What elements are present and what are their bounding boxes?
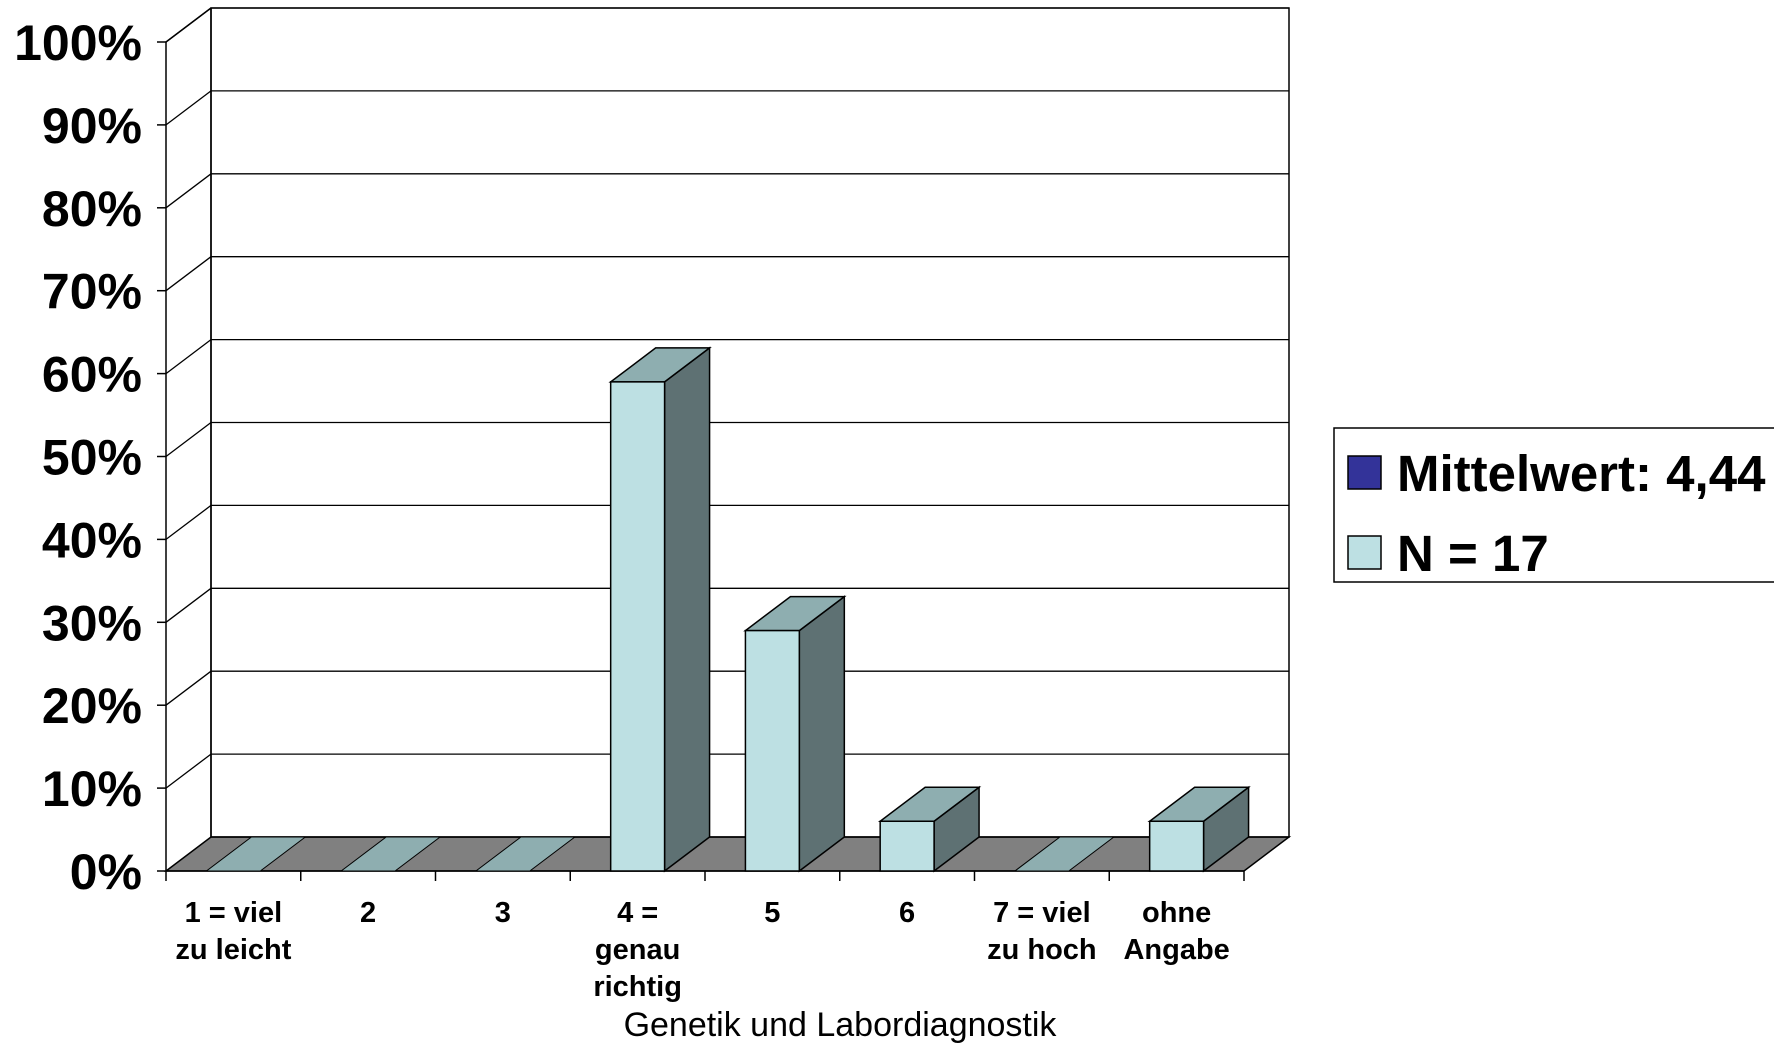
x-tick-label-line: zu hoch [987,934,1097,966]
gridlines-layer [165,7,1290,838]
legend-swatch [1347,535,1382,570]
y-tick-label: 40% [42,512,142,568]
x-tick-label-line: zu leicht [175,934,291,966]
x-tick-label-line: ohne [1142,897,1211,929]
legend-swatch [1347,455,1382,490]
gridline-side [165,504,212,540]
x-tick-label-line: 3 [495,897,511,929]
gridline-side [165,421,212,458]
chart-floor-layer [163,836,1292,872]
y-tick-label: 30% [42,595,142,651]
bar-1 [204,836,307,872]
x-tick-label: 6 [899,897,915,929]
legend-label: N = 17 [1397,525,1549,582]
y-tick-label: 20% [42,678,142,734]
x-tick-label: 2 [360,897,376,929]
y-tick-label: 100% [14,15,142,71]
bar-side [663,346,711,873]
gridline-side [165,173,212,209]
gridline-side [165,90,212,126]
bar-8 [1147,785,1251,873]
y-tick-labels: 0% 10% 20% 30% 40% 50% 60% 70% 80% 90% 100% [14,15,142,900]
x-tick-label: 3 [495,897,511,929]
bar-floor-mark [339,836,442,872]
x-tick-label: 4 = genau richtig [593,897,682,1003]
x-tick-label: 7 = viel zu hoch [987,897,1097,966]
bar-floor-mark [474,836,577,872]
legend-box [1333,427,1774,583]
x-tick-label-line: 1 = viel [185,897,283,929]
bars-layer [204,346,1251,873]
legend: Mittelwert: 4,44 N = 17 [1333,427,1774,583]
x-tick-label-line: Angabe [1123,934,1229,966]
y-tick-label: 70% [42,264,142,320]
x-tick-label-line: 5 [764,897,780,929]
x-tick-label-line: richtig [593,971,682,1003]
bar-6 [877,785,982,873]
x-tick-labels: 1 = viel zu leicht 2 3 4 = genau richtig 5 6 7 = … [175,897,1229,1003]
x-tick-label-line: 6 [899,897,915,929]
x-tick-label-line: genau [595,934,680,966]
gridline-side [165,753,212,789]
bar-4 [608,346,712,873]
bar-front [609,381,666,872]
chart-floor [163,836,1292,872]
x-tick-label-line: 7 = viel [993,897,1091,929]
y-tick-label: 60% [42,347,142,403]
bar-front [879,820,935,872]
bar-3 [474,836,577,872]
x-tick-label: 5 [764,897,780,929]
bar-front [1148,820,1205,872]
bar-floor-mark [204,836,307,872]
x-tick-label: 1 = viel zu leicht [175,897,291,966]
side-wall-top [165,7,212,43]
legend-label: Mittelwert: 4,44 [1397,445,1766,502]
y-tick-label: 50% [42,430,142,486]
gridline-side [165,339,212,375]
bar-2 [339,836,442,872]
bar-floor-mark [1013,836,1116,872]
y-tick-label: 90% [42,98,142,154]
x-tick-label: ohne Angabe [1123,897,1229,966]
bar-7 [1013,836,1116,872]
gridline-side [165,256,212,292]
x-tick-label-line: 2 [360,897,376,929]
x-axis-title: Genetik und Labordiagnostik [624,1006,1058,1043]
bar-5 [743,595,847,873]
gridline-side [165,587,212,623]
y-tick-label: 10% [42,761,142,817]
y-tick-label: 80% [42,181,142,237]
gridline-side [165,670,212,706]
bar-front [744,629,801,872]
bar-side [798,595,846,873]
y-tick-label: 0% [70,844,142,900]
x-tick-label-line: 4 = [617,897,658,929]
